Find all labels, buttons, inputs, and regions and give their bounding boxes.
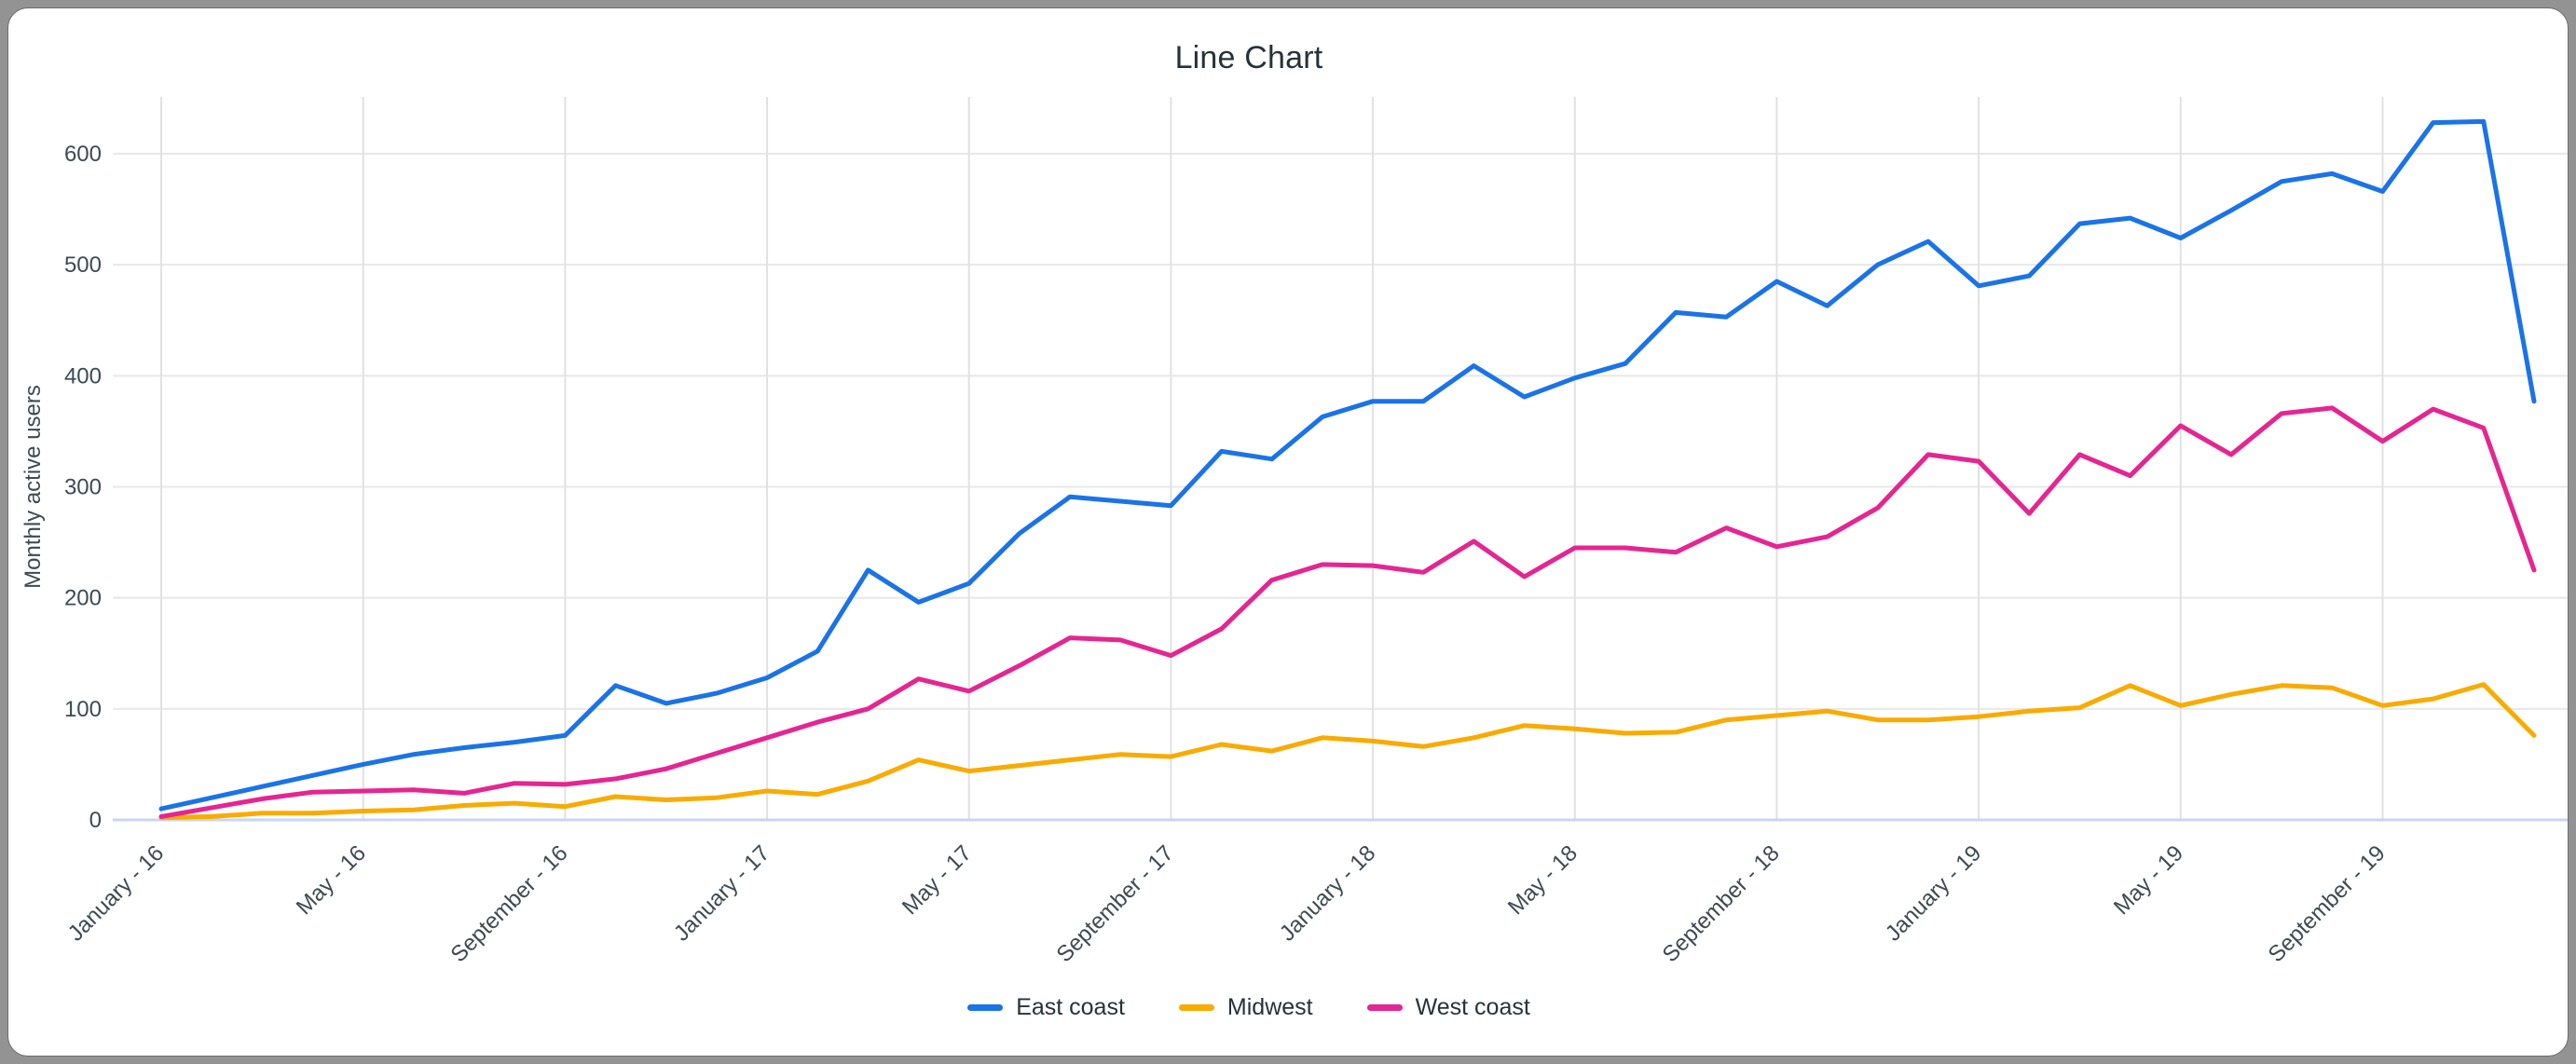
x-tick-label: May - 19 bbox=[2109, 840, 2188, 920]
chart-card: Line Chart 0 100 200 300 400 500 600 January - … bbox=[7, 7, 2569, 1057]
y-tick-label: 600 bbox=[64, 142, 102, 167]
y-tick-label: 0 bbox=[89, 808, 102, 833]
x-tick-label: January - 16 bbox=[63, 840, 169, 946]
legend-label-east-coast: East coast bbox=[1016, 994, 1125, 1020]
legend-item-west-coast[interactable]: West coast bbox=[1366, 994, 1530, 1021]
x-tick-label: September - 17 bbox=[1052, 840, 1179, 967]
x-tick-label: January - 17 bbox=[669, 840, 774, 946]
legend-item-midwest[interactable]: Midwest bbox=[1178, 994, 1313, 1021]
x-tick-label: January - 18 bbox=[1275, 840, 1380, 946]
legend-item-east-coast[interactable]: East coast bbox=[967, 994, 1125, 1021]
y-tick-label: 200 bbox=[64, 586, 102, 611]
legend-swatch-east-coast bbox=[967, 1004, 1004, 1011]
legend-label-west-coast: West coast bbox=[1415, 994, 1530, 1020]
line-chart-canvas: 0 100 200 300 400 500 600 January - 16 May - 16 S… bbox=[21, 97, 2568, 967]
legend-swatch-west-coast bbox=[1366, 1004, 1403, 1011]
y-tick-label: 100 bbox=[64, 697, 102, 722]
x-tick-label: January - 19 bbox=[1881, 840, 1986, 946]
x-tick-label: May - 18 bbox=[1503, 840, 1583, 920]
y-axis-title: Monthly active users bbox=[21, 385, 46, 589]
legend-swatch-midwest bbox=[1178, 1004, 1214, 1011]
y-tick-label: 500 bbox=[64, 252, 102, 278]
series-line-midwest bbox=[158, 682, 2537, 821]
x-tick-label: September - 16 bbox=[446, 840, 573, 967]
legend: East coast Midwest West coast bbox=[8, 994, 2489, 1021]
x-tick-label: September - 19 bbox=[2264, 840, 2391, 967]
series-line-east-coast bbox=[158, 118, 2537, 812]
y-tick-label: 300 bbox=[64, 474, 102, 499]
x-tick-label: September - 18 bbox=[1658, 840, 1785, 967]
x-tick-label: May - 17 bbox=[897, 840, 977, 920]
series-line-west-coast bbox=[158, 405, 2537, 819]
y-tick-label: 400 bbox=[64, 363, 102, 389]
legend-label-midwest: Midwest bbox=[1226, 994, 1313, 1020]
chart-title: Line Chart bbox=[1174, 40, 1323, 75]
x-tick-label: May - 16 bbox=[292, 840, 371, 920]
